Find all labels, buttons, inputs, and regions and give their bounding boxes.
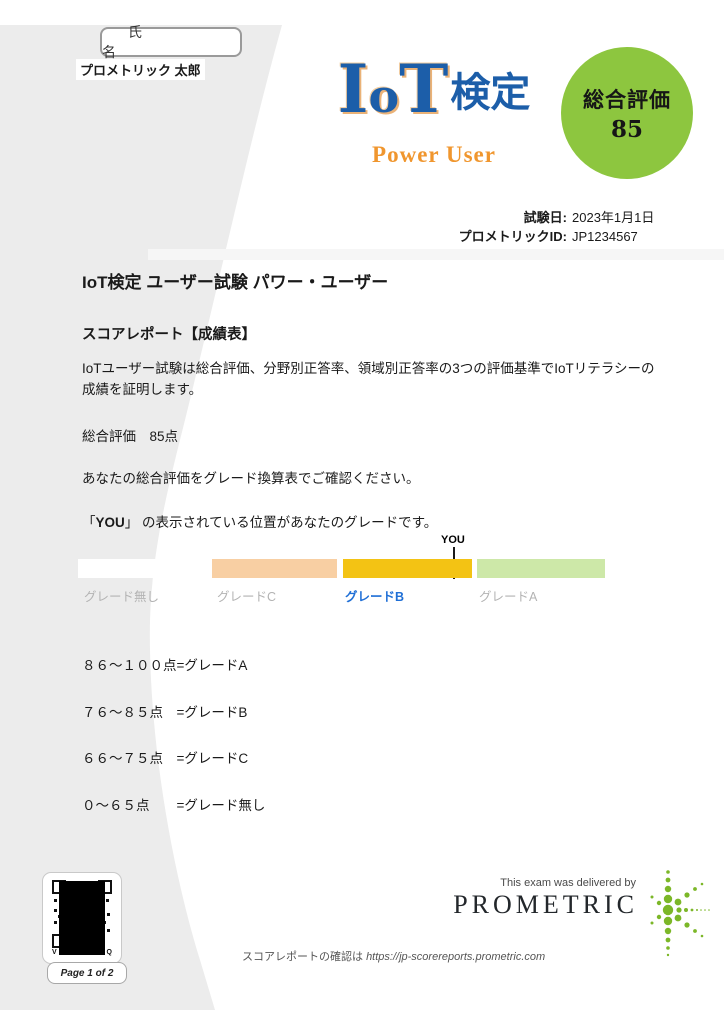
grade-conversion-table: ８６～１００点=グレードA ７６～８５点 =グレードB ６６～７５点 =グレード… [82,627,265,844]
grade-rule-none: ０～６５点 =グレード無し [82,797,266,813]
you-line-open-bracket: 「 [82,515,96,530]
overall-score-line: 総合評価 85点 [82,429,179,444]
badge-score: 85 [610,115,643,143]
band-label-grade-c: グレードC [217,590,277,604]
grade-rule-c: ６６～７５点 =グレードC [82,751,249,766]
band-grade-c [212,559,337,578]
exam-meta: 試験日: 2023年1月1日 プロメトリックID: JP1234567 [459,208,690,246]
prometric-id-value: JP1234567 [572,229,638,244]
you-marker-label: YOU [441,534,465,546]
intro-paragraph: IoTユーザー試験は総合評価、分野別正答率、領域別正答率の3つの評価基準でIoT… [82,358,654,400]
exam-date-row: 試験日: 2023年1月1日 [459,208,690,227]
name-field-label: 氏 名 [102,24,208,60]
grade-rule-b: ７６～８５点 =グレードB [82,704,248,720]
band-label-grade-b: グレードB [345,590,405,604]
prometric-id-row: プロメトリックID: JP1234567 [459,227,690,246]
you-line-you: YOU [95,515,125,530]
exam-date-label: 試験日: [523,210,567,225]
page-number-badge: Page 1 of 2 [47,962,127,984]
band-no-grade [78,559,205,578]
score-report-url-line: スコアレポートの確認は https://jp-scorereports.prom… [242,948,545,964]
band-label-grade-a: グレードA [479,590,538,604]
grade-band-chart: YOU グレード無し グレードC グレードB グレードA [0,530,724,605]
logo-subtitle: Power User [372,142,496,167]
grade-rule-a: ８６～１００点=グレードA [82,658,248,673]
section-heading: スコアレポート【成績表】 [82,327,256,343]
intro-line-1: IoTユーザー試験は総合評価、分野別正答率、領域別正答率の3つの評価基準でIoT… [82,361,655,376]
prometric-star-icon [650,870,710,957]
intro-line-2: 成績を証明します。 [82,382,203,397]
band-grade-b [343,559,472,578]
qr-redaction-overlay [59,881,105,955]
overall-score-badge: 総合評価 85 [561,47,693,179]
score-report-url: https://jp-scorereports.prometric.com [366,951,546,963]
band-grade-a [477,559,605,578]
band-label-no-grade: グレード無し [84,590,160,604]
qr-caption: V Q [52,949,112,956]
logo-letter-i: I [337,50,369,128]
iot-kentei-logo: IoT検定 Power User [316,54,552,168]
name-field-box: 氏 名 [100,24,242,60]
prometric-id-label: プロメトリックID: [458,229,567,244]
exam-date-value: 2023年1月1日 [572,210,655,225]
prometric-wordmark: PROMETRIC [453,890,638,919]
logo-wordmark: IoT検定 [316,54,552,142]
badge-label: 総合評価 [583,86,671,112]
qr-code-box: V Q [42,872,122,964]
logo-letter-t: T [399,50,449,128]
qr-caption-right: Q [106,949,112,956]
qr-caption-left: V [52,949,57,956]
report-title: IoT検定 ユーザー試験 パワー・ユーザー [82,273,389,292]
grade-check-line: あなたの総合評価をグレード換算表でご確認ください。 [82,471,420,486]
url-prefix-text: スコアレポートの確認は [242,951,367,963]
logo-letter-o: o [368,69,400,123]
delivered-by-text: This exam was delivered by [500,877,636,889]
logo-kentei-text: 検定 [450,71,531,115]
you-explanation-line: 「YOU」 の表示されている位置があなたのグレードです。 [82,511,437,531]
you-line-rest: 」 の表示されている位置があなたのグレードです。 [124,515,438,530]
candidate-name: プロメトリック 太郎 [76,59,205,80]
